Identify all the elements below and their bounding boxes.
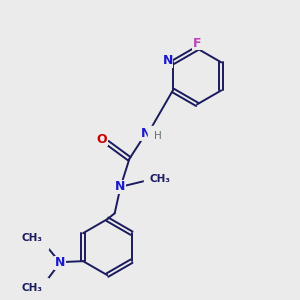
Text: N: N — [116, 180, 126, 193]
Text: CH₃: CH₃ — [21, 283, 42, 293]
Text: CH₃: CH₃ — [150, 174, 171, 184]
Text: CH₃: CH₃ — [21, 233, 42, 244]
Text: N: N — [162, 54, 173, 68]
Text: F: F — [193, 37, 201, 50]
Text: H: H — [154, 131, 162, 141]
Text: O: O — [97, 133, 107, 146]
Text: N: N — [140, 127, 151, 140]
Text: N: N — [55, 256, 65, 269]
